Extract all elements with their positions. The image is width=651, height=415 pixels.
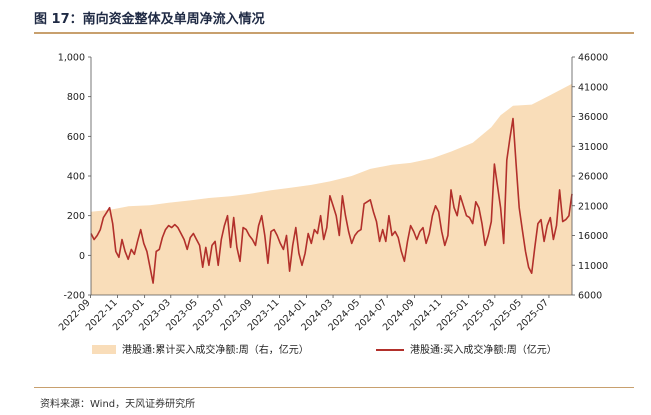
weekly-net-line: [90, 117, 573, 284]
right-tick-label: 31000: [578, 142, 608, 153]
source-note: 资料来源：Wind，天风证券研究所: [40, 399, 196, 410]
left-tick-label: 0: [79, 251, 85, 262]
left-tick-label: 600: [67, 132, 85, 143]
legend-label-line: 港股通:买入成交净额:周（亿元）: [410, 343, 557, 356]
left-tick-label: -200: [63, 291, 85, 302]
legend-label-area: 港股通:累计买入成交净额:周（右，亿元）: [122, 343, 309, 356]
right-tick-label: 21000: [578, 201, 608, 212]
right-tick-label: 26000: [578, 172, 608, 183]
title-rule: [34, 32, 634, 34]
left-tick-label: 1,000: [58, 53, 85, 64]
legend-layer: 港股通:累计买入成交净额:周（右，亿元） 港股通:买入成交净额:周（亿元）: [92, 343, 557, 356]
right-tick-label: 41000: [578, 82, 608, 93]
right-tick-label: 46000: [578, 53, 608, 64]
cumulative-area: [91, 83, 572, 295]
right-tick-label: 36000: [578, 112, 608, 123]
chart-title: 图 17：南向资金整体及单周净流入情况: [34, 12, 265, 27]
right-tick-label: 6000: [578, 291, 602, 302]
right-tick-label: 16000: [578, 231, 608, 242]
legend-swatch-area: [92, 345, 116, 354]
left-tick-label: 400: [67, 172, 85, 183]
area-layer: [91, 83, 572, 295]
left-tick-label: 800: [67, 92, 85, 103]
source-rule: [34, 387, 634, 388]
left-tick-label: 200: [67, 211, 85, 222]
right-tick-label: 11000: [578, 261, 608, 272]
line-layer: [90, 117, 573, 284]
